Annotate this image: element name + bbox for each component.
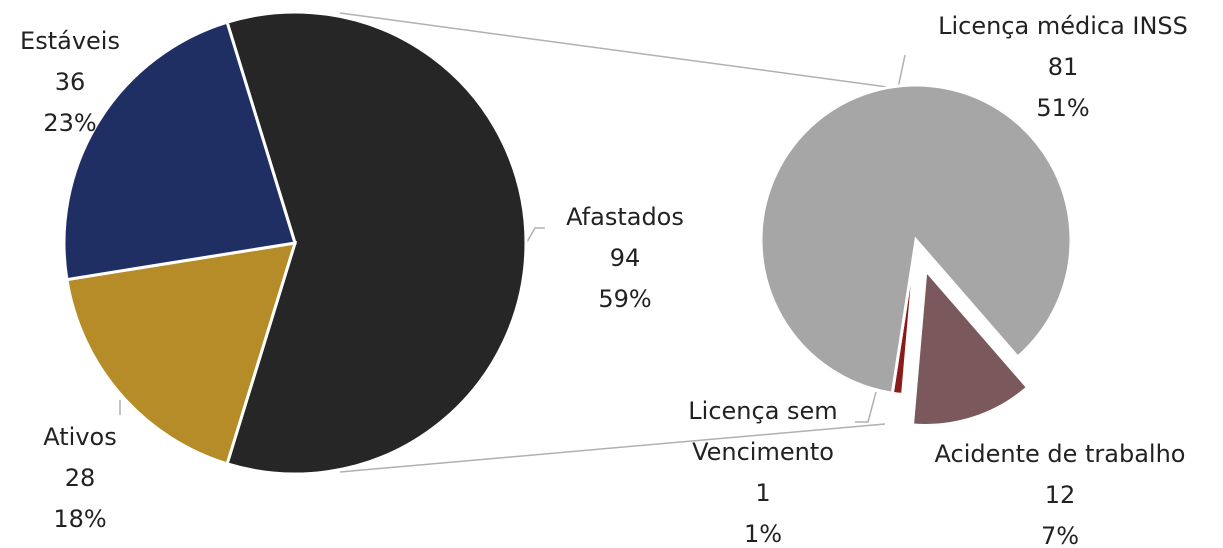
data-label: Acidente de trabalho 12 7% (900, 434, 1220, 548)
label-percent: 59% (598, 285, 652, 313)
label-name: Acidente de trabalho (934, 440, 1186, 468)
pie-slice (65, 241, 298, 466)
label-percent: 51% (1036, 94, 1090, 122)
zoom-line (339, 12, 896, 89)
leader-line (897, 54, 906, 89)
label-value: 81 (1047, 53, 1079, 81)
label-percent: 1% (743, 520, 783, 548)
zoom-line (339, 423, 886, 473)
label-percent: 7% (1040, 522, 1080, 548)
pie-slice (62, 20, 297, 282)
label-value: 94 (609, 244, 641, 272)
label-value: 12 (1044, 481, 1076, 509)
data-label: Estáveis 36 23% (0, 21, 150, 144)
label-name: Licença sem Vencimento (688, 397, 838, 466)
label-value: 1 (755, 479, 771, 507)
label-name: Afastados (566, 203, 684, 231)
pie-slice (759, 83, 1073, 395)
data-label: Licença médica INSS 81 51% (903, 6, 1223, 129)
label-name: Ativos (43, 423, 117, 451)
data-label: Ativos 28 18% (0, 417, 160, 540)
label-name: Estáveis (20, 27, 120, 55)
pie-slice (225, 10, 528, 476)
data-label: Licença sem Vencimento 1 1% (663, 391, 863, 548)
leader-line (526, 227, 545, 243)
label-percent: 23% (43, 109, 97, 137)
pie-slice (910, 266, 1030, 427)
label-value: 36 (54, 68, 86, 96)
data-label: Afastados 94 59% (525, 197, 725, 320)
label-percent: 18% (53, 505, 107, 533)
label-name: Licença médica INSS (938, 12, 1188, 40)
label-value: 28 (64, 464, 96, 492)
leader-line (855, 391, 877, 423)
